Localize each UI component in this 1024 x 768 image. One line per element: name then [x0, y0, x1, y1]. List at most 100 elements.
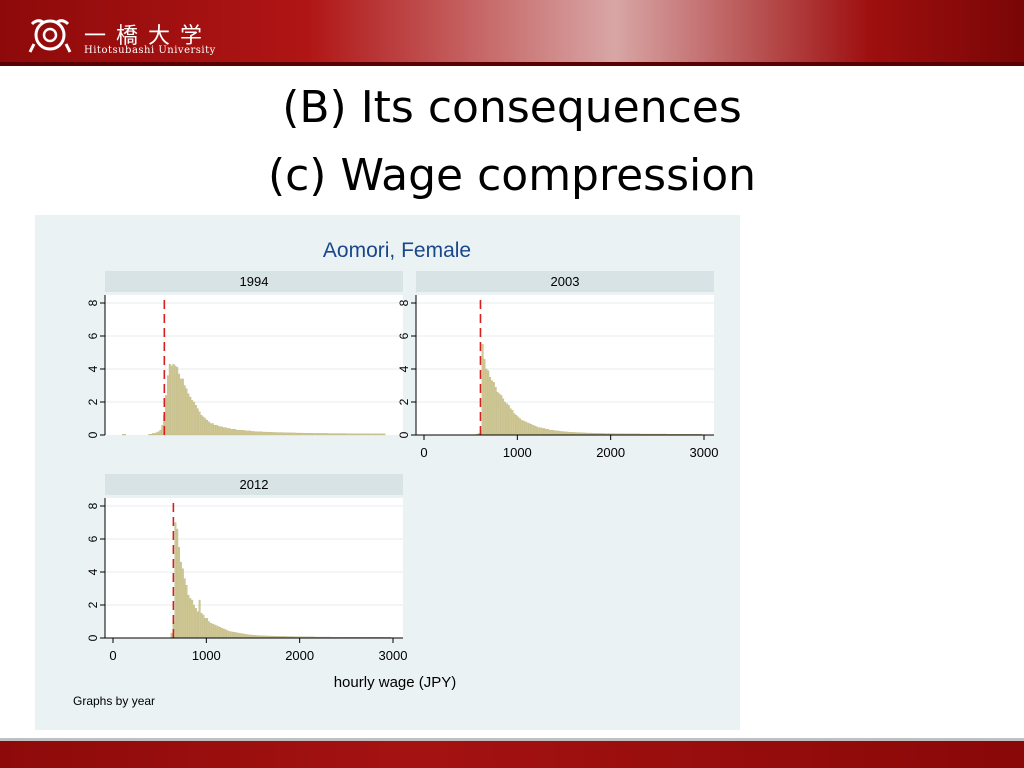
- x-axis-label: hourly wage (JPY): [334, 674, 457, 691]
- histogram-bar: [502, 398, 505, 436]
- histogram-bar: [299, 432, 302, 436]
- histogram-bar: [511, 410, 514, 436]
- histogram-bar: [327, 433, 330, 436]
- x-tick-label: 1000: [503, 445, 532, 460]
- footer-bar: [0, 738, 1024, 768]
- histogram-bar: [331, 433, 334, 436]
- histogram-bar: [258, 431, 261, 436]
- histogram-bar: [241, 633, 244, 639]
- histogram-bar: [189, 396, 192, 436]
- logo-japanese-text: 一橋大学: [84, 24, 213, 49]
- histogram-bar: [543, 428, 546, 436]
- histogram-bar: [161, 424, 164, 436]
- histogram-bar: [277, 432, 279, 436]
- histogram-bar: [293, 432, 296, 436]
- y-tick-label: 0: [86, 634, 100, 641]
- histogram-bar: [496, 391, 499, 436]
- histogram-bar: [256, 431, 259, 436]
- histogram-bar: [349, 433, 352, 436]
- header-bar: 一橋大学 Hitotsubashi University: [0, 0, 1024, 66]
- histogram-bar: [273, 432, 276, 436]
- histogram-bar: [196, 408, 199, 436]
- histogram-bar: [519, 418, 521, 436]
- histogram-bar: [264, 431, 266, 436]
- histogram-bar: [181, 378, 184, 436]
- histogram-bar: [321, 433, 324, 436]
- histogram-bar: [342, 433, 345, 436]
- histogram-bar: [370, 433, 373, 436]
- logo-english-text: Hitotsubashi University: [84, 45, 216, 56]
- histogram-bar: [537, 427, 540, 436]
- histogram-bar: [180, 378, 182, 436]
- histogram-bar: [232, 631, 235, 639]
- y-tick-label: 0: [86, 431, 100, 438]
- chart-title: Aomori, Female: [323, 239, 471, 262]
- histogram-bar: [243, 633, 246, 639]
- histogram-bar: [237, 429, 240, 436]
- histogram-bar: [348, 433, 350, 436]
- histogram-bar: [500, 395, 503, 436]
- histogram-bar: [239, 633, 242, 639]
- y-tick-label: 8: [86, 502, 100, 509]
- histogram-bar: [297, 432, 300, 436]
- histogram-bar: [558, 430, 561, 436]
- histogram-bar: [194, 608, 197, 639]
- histogram-bar: [157, 431, 160, 436]
- histogram-bar: [280, 432, 283, 436]
- histogram-bar: [366, 433, 369, 436]
- plot-area: [416, 295, 714, 435]
- histogram-bar: [483, 358, 486, 436]
- histogram-bar: [267, 432, 270, 436]
- histogram-bar: [150, 434, 153, 436]
- histogram-bar: [232, 429, 235, 436]
- histogram-bar: [249, 430, 251, 436]
- histogram-bar: [288, 432, 291, 436]
- histogram-bar: [193, 401, 195, 436]
- histogram-bar: [346, 433, 349, 436]
- histogram-bar: [245, 634, 248, 639]
- histogram-bar: [181, 568, 184, 639]
- histogram-bar: [381, 433, 384, 436]
- histogram-bar: [194, 405, 197, 436]
- x-tick-label: 2000: [285, 648, 314, 663]
- histogram-bar: [323, 433, 326, 436]
- histogram-bar: [217, 425, 220, 436]
- histogram-bar: [520, 419, 523, 436]
- histogram-bar: [522, 420, 525, 436]
- histogram-bar: [213, 424, 216, 436]
- histogram-bar: [329, 433, 332, 436]
- histogram-bar: [187, 393, 190, 436]
- histogram-bar: [494, 386, 497, 436]
- histogram-bar: [230, 631, 233, 639]
- histogram-bar: [213, 624, 216, 639]
- histogram-bar: [269, 432, 272, 436]
- histogram-bar: [185, 388, 188, 436]
- histogram-bar: [528, 423, 531, 436]
- histogram-bar: [187, 594, 190, 639]
- histogram-bar: [224, 427, 227, 436]
- histogram-bar: [325, 433, 328, 436]
- y-tick-label: 2: [86, 601, 100, 608]
- histogram-bar: [275, 432, 278, 436]
- histogram-bar: [222, 628, 225, 639]
- histogram-bar: [254, 431, 257, 436]
- histogram-bar: [340, 433, 343, 436]
- y-tick-label: 8: [397, 299, 411, 306]
- histogram-bar: [241, 430, 244, 436]
- panel-year-label: 1994: [240, 274, 269, 289]
- histogram-bar: [206, 618, 209, 639]
- y-tick-label: 0: [397, 431, 411, 438]
- histogram-bar: [303, 433, 306, 436]
- histogram-bar: [176, 367, 179, 436]
- histogram-bar: [228, 428, 231, 436]
- y-tick-label: 4: [86, 365, 100, 372]
- histogram-bar: [221, 426, 223, 436]
- histogram-bar: [295, 432, 298, 436]
- histogram-bar: [252, 431, 255, 436]
- histogram-bar: [202, 614, 205, 639]
- histogram-bar: [185, 585, 188, 639]
- histogram-bar: [180, 561, 182, 639]
- histogram-bar: [170, 365, 173, 436]
- histogram-bar: [219, 426, 222, 436]
- histogram-bar: [333, 433, 335, 436]
